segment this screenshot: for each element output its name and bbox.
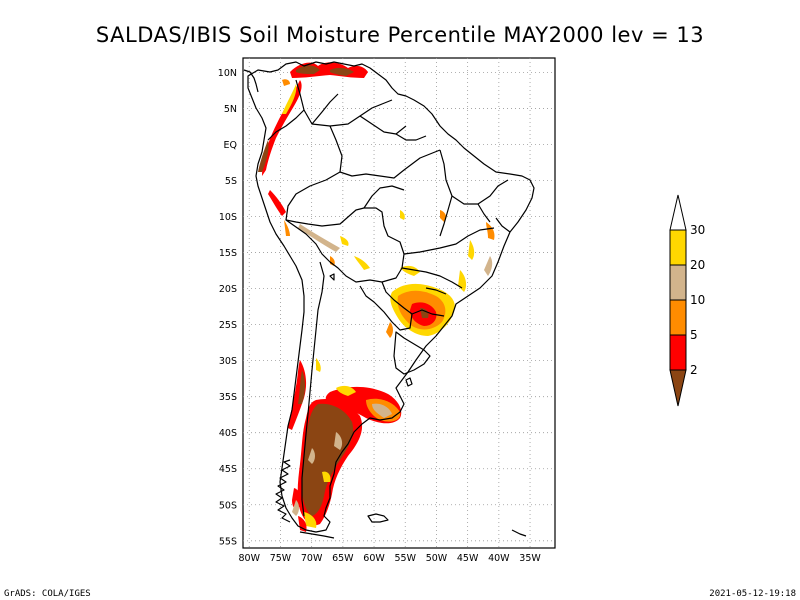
lon-tick-label: 65W [332, 553, 354, 564]
lon-tick-label: 80W [238, 553, 260, 564]
coastline-and-borders [243, 61, 535, 539]
lat-tick-label: 5N [224, 104, 237, 115]
legend-colorbar: 30 20 10 5 2 [669, 194, 705, 407]
lat-tick-label: 40S [219, 428, 237, 439]
legend-swatch-above-30 [669, 194, 687, 231]
map-title: SALDAS/IBIS Soil Moisture Percentile MAY… [96, 23, 704, 47]
lon-tick-label: 45W [457, 553, 479, 564]
footer-credit: GrADS: COLA/IGES [4, 589, 91, 599]
lat-tick-label: EQ [224, 140, 237, 151]
lon-tick-label: 35W [519, 553, 541, 564]
lat-tick-label: 10N [218, 68, 237, 79]
lat-tick-label: 20S [219, 284, 237, 295]
lon-tick-label: 40W [488, 553, 510, 564]
legend-swatch-below-2 [669, 369, 687, 407]
lon-tick-label: 50W [426, 553, 448, 564]
legend-swatch-10-20 [669, 264, 687, 301]
lat-tick-label: 5S [225, 176, 237, 187]
legend-swatch-20-30 [669, 229, 687, 266]
footer-timestamp: 2021-05-12-19:18 [709, 589, 796, 599]
legend-label-10: 10 [690, 293, 705, 307]
lat-tick-label: 25S [219, 320, 237, 331]
legend-label-20: 20 [690, 258, 705, 272]
lat-tick-label: 35S [219, 392, 237, 403]
legend-label-2: 2 [690, 363, 698, 377]
legend-label-5: 5 [690, 328, 698, 342]
lon-tick-label: 75W [270, 553, 292, 564]
lat-tick-label: 10S [219, 212, 237, 223]
legend-label-30: 30 [690, 223, 705, 237]
lon-tick-label: 55W [394, 553, 416, 564]
lon-tick-label: 70W [301, 553, 323, 564]
latitude-labels: 10N 5N EQ 5S 10S 15S 20S 25S 30S 35S 40S 45S 50S 55S [218, 68, 237, 547]
longitude-labels: 80W 75W 70W 65W 60W 55W 50W 45W 40W 35W [238, 553, 541, 564]
lat-tick-label: 30S [219, 356, 237, 367]
lat-tick-label: 45S [219, 464, 237, 475]
lat-tick-label: 15S [219, 248, 237, 259]
lat-tick-label: 55S [219, 536, 237, 547]
lon-tick-label: 60W [363, 553, 385, 564]
lat-tick-label: 50S [219, 500, 237, 511]
legend-swatch-5-10 [669, 299, 687, 336]
legend-swatch-2-5 [669, 334, 687, 371]
